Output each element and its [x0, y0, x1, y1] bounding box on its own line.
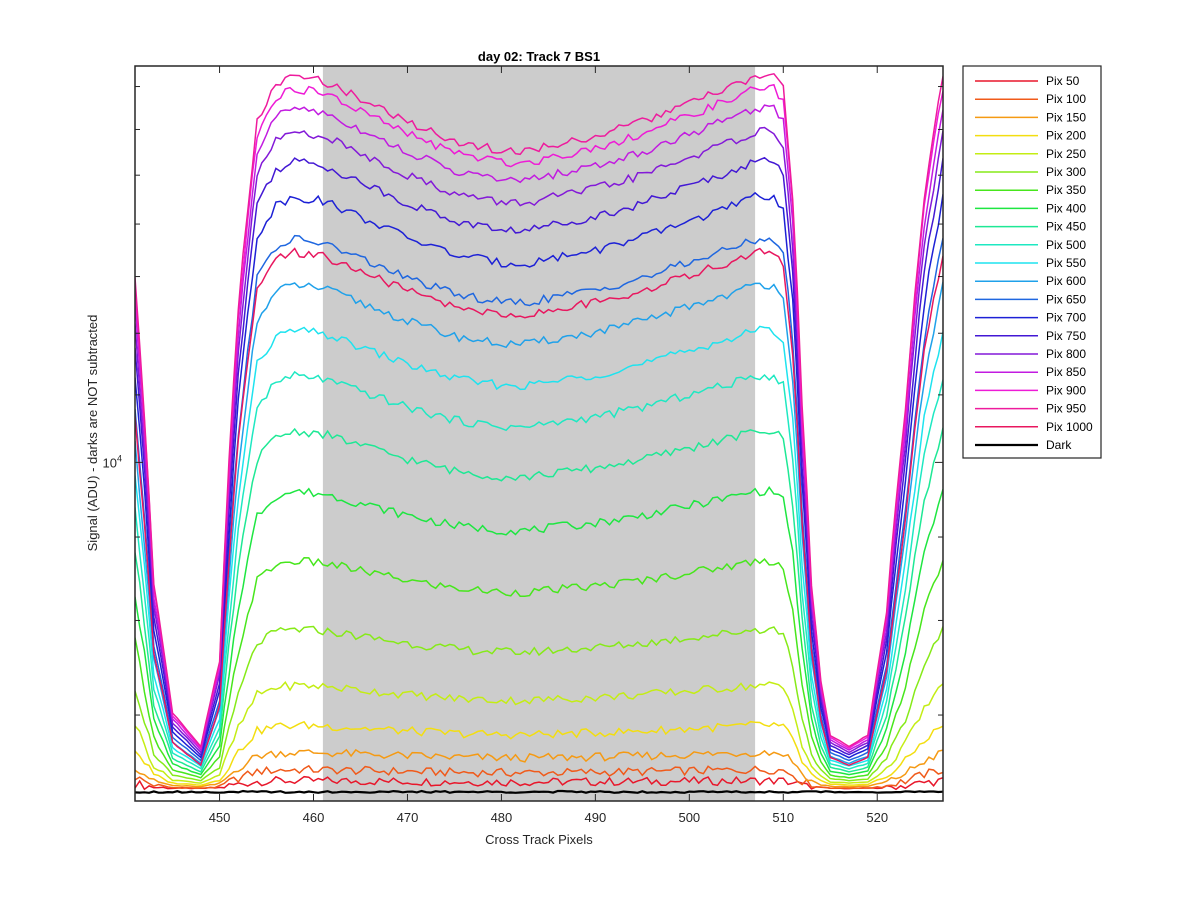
legend-item: Pix 600: [975, 274, 1086, 288]
series-line-pix-500: [135, 370, 943, 770]
legend-item: Pix 550: [975, 256, 1086, 270]
legend-label: Pix 400: [1046, 201, 1086, 215]
chart-title: day 02: Track 7 BS1: [478, 49, 600, 64]
legend-label: Pix 100: [1046, 92, 1086, 106]
y-tick-base: 10: [103, 455, 117, 470]
series-line-pix-100: [135, 764, 943, 790]
legend-item: Pix 350: [975, 183, 1086, 197]
series-line-pix-1000: [135, 247, 943, 767]
legend-item: Pix 50: [975, 74, 1080, 88]
x-tick-label: 480: [491, 810, 513, 825]
series-line-pix-200: [135, 720, 943, 786]
legend-item: Pix 750: [975, 329, 1086, 343]
axes-box: [134, 65, 944, 802]
legend-label: Pix 50: [1046, 74, 1080, 88]
legend-label: Pix 850: [1046, 365, 1086, 379]
legend-item: Pix 300: [975, 165, 1086, 179]
legend-label: Pix 450: [1046, 220, 1086, 234]
legend-label: Pix 650: [1046, 292, 1086, 306]
series-line-pix-450: [135, 427, 943, 773]
legend-label: Pix 250: [1046, 147, 1086, 161]
shaded-region: [322, 66, 756, 801]
legend-item: Pix 150: [975, 110, 1086, 124]
svg-text:104: 104: [103, 453, 122, 470]
y-axis-ticks: [135, 86, 943, 716]
series-line-pix-150: [135, 748, 943, 788]
plot-area: 450 460 470 480 490 500 510 520: [134, 65, 944, 825]
y-axis-label: Signal (ADU) - darks are NOT subtracted: [85, 315, 100, 552]
legend-item: Pix 200: [975, 129, 1086, 143]
legend-item: Pix 100: [975, 92, 1086, 106]
x-tick-label: 450: [209, 810, 231, 825]
series-line-pix-400: [135, 485, 943, 776]
legend-item: Pix 400: [975, 201, 1086, 215]
y-tick-exponent: 4: [117, 453, 122, 463]
legend-label: Pix 350: [1046, 183, 1086, 197]
x-tick-label: 510: [772, 810, 794, 825]
legend-item: Pix 650: [975, 292, 1086, 306]
legend-label: Pix 800: [1046, 347, 1086, 361]
legend: Pix 50 Pix 100 Pix 150 Pix 200 Pix 250 Pix 30…: [962, 65, 1102, 459]
series-line-pix-250: [135, 680, 943, 784]
legend-label: Pix 150: [1046, 110, 1086, 124]
series-line-pix-550: [135, 325, 943, 768]
x-axis-ticks: 450 460 470 480 490 500 510 520: [209, 66, 888, 825]
series-line-pix-300: [135, 625, 943, 782]
legend-item: Pix 850: [975, 365, 1086, 379]
legend-label: Dark: [1046, 438, 1072, 452]
legend-box: [962, 65, 1102, 459]
x-tick-label: 470: [397, 810, 419, 825]
legend-label: Pix 500: [1046, 238, 1086, 252]
legend-label: Pix 950: [1046, 402, 1086, 416]
legend-item: Dark: [975, 438, 1072, 452]
x-tick-label: 460: [303, 810, 325, 825]
legend-label: Pix 200: [1046, 129, 1086, 143]
series-line-pix-50: [135, 775, 943, 791]
y-tick-label-10e4: 104: [103, 453, 122, 470]
legend-item: Pix 450: [975, 220, 1086, 234]
legend-label: Pix 600: [1046, 274, 1086, 288]
series-line-pix-350: [135, 557, 943, 779]
legend-label: Pix 700: [1046, 311, 1086, 325]
legend-label: Pix 1000: [1046, 420, 1093, 434]
legend-item: Pix 900: [975, 383, 1086, 397]
series-line-pix-750: [135, 156, 943, 757]
x-axis-label: Cross Track Pixels: [485, 832, 593, 847]
x-tick-label: 490: [585, 810, 607, 825]
x-tick-label: 520: [866, 810, 888, 825]
series-line-dark: [135, 789, 943, 794]
legend-item: Pix 800: [975, 347, 1086, 361]
legend-item: Pix 250: [975, 147, 1086, 161]
x-tick-label: 500: [678, 810, 700, 825]
legend-label: Pix 550: [1046, 256, 1086, 270]
legend-label: Pix 300: [1046, 165, 1086, 179]
legend-item: Pix 950: [975, 402, 1086, 416]
legend-label: Pix 900: [1046, 383, 1086, 397]
legend-item: Pix 1000: [975, 420, 1093, 434]
legend-item: Pix 500: [975, 238, 1086, 252]
legend-label: Pix 750: [1046, 329, 1086, 343]
series-lines: [135, 72, 943, 794]
legend-item: Pix 700: [975, 311, 1086, 325]
series-line-pix-700: [135, 191, 943, 759]
series-line-pix-950: [135, 72, 943, 749]
